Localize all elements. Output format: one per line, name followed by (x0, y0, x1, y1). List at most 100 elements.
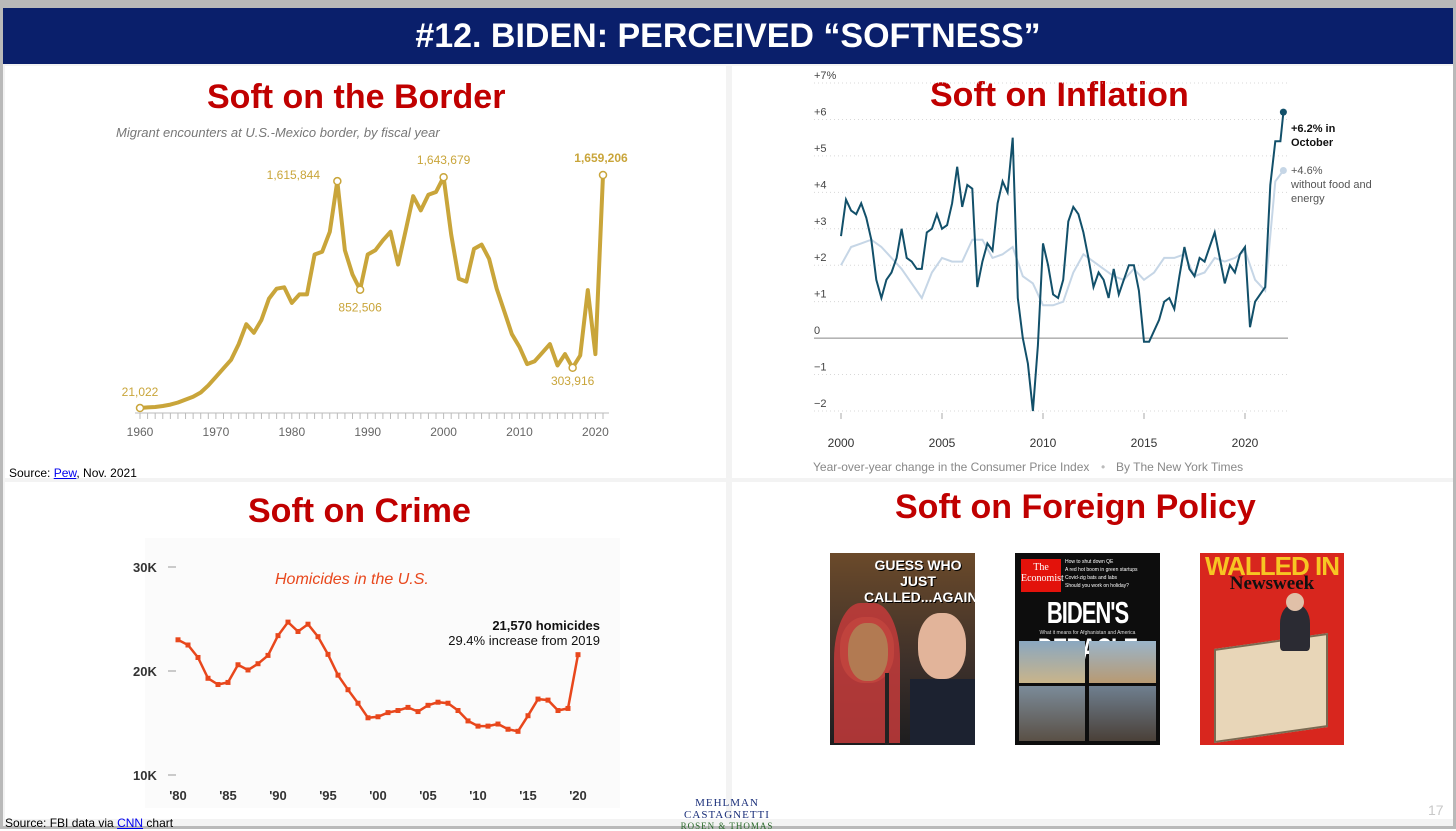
inflation-chart: +7% +6 +5 +4 +3 +2 +1 0 −1 −2 2000 2005 2010 2015 2020… (813, 70, 1372, 474)
crime-source-prefix: Source: FBI data via (5, 816, 118, 830)
border-source: Source: Pew, Nov. 2021 (9, 466, 137, 480)
crime-point (255, 661, 261, 667)
cpi-y-tick-label: +4 (814, 179, 827, 191)
cpi-y-tick-label: −2 (814, 398, 827, 410)
crime-point (545, 697, 551, 703)
cover-mbs-face-inner (848, 623, 888, 681)
cover-newsweek: WALLED IN Newsweek (1200, 553, 1344, 745)
crime-source: Source: FBI data via CNN chart (5, 816, 173, 830)
crime-point (345, 687, 351, 693)
crime-x-tick-label: '05 (419, 788, 437, 803)
crime-point (205, 675, 211, 681)
crime-point (505, 726, 511, 732)
crime-point (405, 704, 411, 710)
cover-economist-bullet-1: A red hot boom in green startups (1065, 567, 1138, 573)
crime-point (465, 718, 471, 724)
border-panel: Soft on the Border Migrant encounters at… (5, 66, 726, 480)
inflation-panel: Soft on Inflation +7% +6 +5 +4 +3 +2 +1 0 −1 −2 20… (732, 66, 1453, 478)
border-x-tick-label: 2020 (582, 425, 609, 439)
border-annotation-label: 1,615,844 (267, 168, 321, 182)
crime-point (185, 642, 191, 648)
crime-point (555, 708, 561, 714)
cover-newsweek-head (1286, 593, 1304, 611)
border-x-tick-label: 1960 (127, 425, 154, 439)
crime-point (295, 628, 301, 634)
crime-title: Soft on Crime (248, 492, 471, 530)
firm-logo-line2: ROSEN & THOMAS (680, 821, 774, 831)
cpi-y-tick-label: +1 (814, 289, 827, 301)
crime-source-link[interactable]: CNN (117, 816, 144, 830)
border-source-prefix: Source: (9, 466, 54, 480)
crime-point (445, 700, 451, 706)
cover-newsweek-masthead: Newsweek (1229, 573, 1315, 594)
inflation-title: Soft on Inflation (930, 76, 1189, 114)
crime-y-tick-label: 10K (133, 768, 157, 783)
cover-economist-bullet-3: Should you work on holiday? (1065, 583, 1129, 589)
crime-y-tick-label: 30K (133, 560, 157, 575)
crime-x-tick-label: '80 (169, 788, 187, 803)
crime-point (415, 709, 421, 715)
crime-point (235, 662, 241, 668)
cpi-x-tick-label: 2020 (1232, 436, 1259, 450)
core-end-marker (1279, 166, 1287, 174)
crime-point (385, 710, 391, 716)
cover-mbs-headline: GUESS WHO JUST CALLED...AGAIN! (864, 557, 975, 605)
border-annotation-label: 21,022 (122, 385, 159, 399)
border-chart: Migrant encounters at U.S.-Mexico border… (116, 125, 628, 439)
crime-x-tick-label: '10 (469, 788, 487, 803)
crime-point (175, 637, 181, 643)
cpi-caption: Year-over-year change in the Consumer Pr… (813, 460, 1089, 474)
crime-panel: Soft on Crime 30K 20K 10K '80 '85 '90 '95 '00 '0… (5, 482, 726, 830)
crime-point (195, 654, 201, 660)
cover-mic (885, 673, 889, 745)
crime-point (215, 682, 221, 688)
border-source-suffix: , Nov. 2021 (76, 466, 137, 480)
cpi-y-tick-label: +5 (814, 143, 827, 155)
crime-point (275, 633, 281, 639)
border-annotation-marker (598, 170, 608, 180)
cover-economist-photo-3 (1019, 686, 1085, 741)
crime-point (305, 621, 311, 627)
cover-economist-photo-2 (1089, 641, 1156, 683)
cover-newsweek-figure (1280, 605, 1310, 651)
crime-point (265, 652, 271, 658)
crime-chart: 30K 20K 10K '80 '85 '90 '95 '00 '05 '10 '15 '20 Homi… (133, 538, 620, 808)
border-annotation-label: 852,506 (338, 301, 382, 315)
cpi-annotation-line1: +6.2% in (1291, 123, 1336, 135)
cover-putin-face (918, 613, 966, 679)
border-source-link[interactable]: Pew (53, 466, 77, 480)
crime-point (335, 672, 341, 678)
cover-economist-bullet-0: How to shut down QE (1065, 559, 1114, 565)
core-annotation-line1: +4.6% (1291, 165, 1323, 177)
slide-title: #12. BIDEN: PERCEIVED “SOFTNESS” (3, 8, 1453, 64)
cover-economist-photo-1 (1019, 641, 1085, 683)
border-annotation-label: 1,659,206 (574, 151, 628, 165)
cover-putin-suit (910, 679, 975, 745)
crime-point (535, 696, 541, 702)
border-annotation-marker (135, 403, 145, 413)
crime-y-tick-label: 20K (133, 664, 157, 679)
border-annotation-marker (568, 363, 577, 373)
crime-point (355, 700, 361, 706)
cpi-y-tick-label: +3 (814, 216, 827, 228)
cover-economist-photo-4 (1089, 686, 1156, 741)
cover-economist-masthead: The Economist (1021, 559, 1064, 592)
crime-point (315, 634, 321, 640)
border-x-tick-label: 1980 (278, 425, 305, 439)
cpi-y-tick-label: +6 (814, 106, 827, 118)
border-x-tick-label: 1990 (354, 425, 381, 439)
cpi-x-tick-label: 2015 (1131, 436, 1158, 450)
firm-logo-line1: MEHLMAN CASTAGNETTI (684, 797, 770, 821)
cpi-x-tick-label: 2005 (929, 436, 956, 450)
crime-point (525, 713, 531, 719)
crime-x-tick-label: '95 (319, 788, 337, 803)
cover-mbs-putin: GUESS WHO JUST CALLED...AGAIN! (830, 553, 975, 745)
border-line-series (139, 174, 605, 410)
crime-point (365, 715, 371, 721)
crime-point (455, 708, 461, 714)
cover-newsweek-wall (1214, 632, 1328, 744)
crime-x-tick-label: '20 (569, 788, 587, 803)
crime-annotation-2: 29.4% increase from 2019 (448, 633, 600, 648)
firm-logo: MEHLMAN CASTAGNETTI ROSEN & THOMAS (662, 797, 792, 831)
crime-x-tick-label: '15 (519, 788, 537, 803)
